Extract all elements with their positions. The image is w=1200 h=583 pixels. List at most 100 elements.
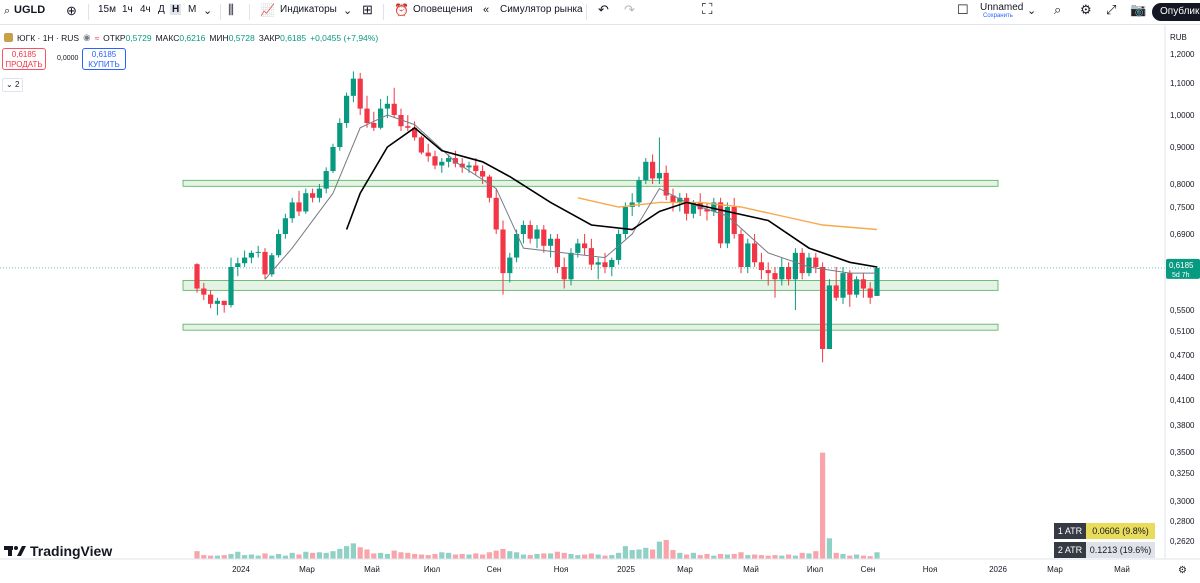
- candle-body[interactable]: [398, 115, 404, 127]
- candle-body[interactable]: [432, 156, 438, 166]
- candle-body[interactable]: [357, 78, 363, 109]
- candle-body[interactable]: [554, 238, 560, 267]
- candle-body[interactable]: [867, 288, 873, 298]
- candle-body[interactable]: [527, 225, 533, 239]
- candle-body[interactable]: [405, 126, 411, 128]
- candle-body[interactable]: [439, 161, 445, 166]
- candle-body[interactable]: [561, 267, 567, 280]
- candle-body[interactable]: [316, 188, 322, 198]
- candle-body[interactable]: [214, 300, 220, 304]
- candle-body[interactable]: [310, 193, 316, 198]
- candle-body[interactable]: [255, 251, 261, 253]
- candle-body[interactable]: [643, 161, 649, 181]
- candle-body[interactable]: [548, 238, 554, 246]
- candle-body[interactable]: [493, 197, 499, 230]
- candle-body[interactable]: [425, 152, 431, 157]
- candle-body[interactable]: [459, 163, 465, 168]
- candle-body[interactable]: [636, 180, 642, 203]
- fullscreen-icon[interactable]: ⛶: [702, 1, 713, 18]
- candle-body[interactable]: [792, 252, 798, 280]
- candle-body[interactable]: [677, 197, 683, 203]
- candle-body[interactable]: [806, 257, 812, 274]
- candle-body[interactable]: [738, 234, 744, 267]
- candle-body[interactable]: [718, 202, 724, 244]
- candle-body[interactable]: [690, 202, 696, 214]
- layouts-grid-icon[interactable]: ⊞: [362, 2, 373, 17]
- candle-body[interactable]: [616, 234, 622, 260]
- candle-body[interactable]: [833, 285, 839, 298]
- candle-body[interactable]: [248, 252, 254, 258]
- candle-body[interactable]: [276, 234, 282, 256]
- candle-body[interactable]: [242, 257, 248, 264]
- candle-body[interactable]: [575, 243, 581, 253]
- layout-name[interactable]: Unnamed: [980, 2, 1024, 13]
- candle-body[interactable]: [568, 252, 574, 280]
- candle-body[interactable]: [724, 207, 730, 244]
- candle-body[interactable]: [391, 103, 397, 115]
- candle-body[interactable]: [486, 176, 492, 198]
- interval-1h[interactable]: 1ч: [122, 4, 133, 15]
- symbol-name[interactable]: UGLD: [14, 4, 46, 16]
- candle-body[interactable]: [860, 279, 866, 289]
- candle-body[interactable]: [235, 263, 241, 267]
- candle-body[interactable]: [541, 229, 547, 246]
- undo-icon[interactable]: ↶: [598, 2, 609, 17]
- redo-icon[interactable]: ↷: [624, 2, 635, 17]
- layout-checkbox-icon[interactable]: ☐: [957, 2, 969, 17]
- candle-body[interactable]: [854, 279, 860, 295]
- candle-body[interactable]: [609, 259, 615, 267]
- sell-button[interactable]: 0,6185 ПРОДАТЬ: [2, 48, 46, 70]
- candle-body[interactable]: [820, 267, 826, 349]
- buy-button[interactable]: 0,6185 КУПИТЬ: [82, 48, 126, 70]
- candle-body[interactable]: [473, 165, 479, 172]
- candle-body[interactable]: [656, 172, 662, 179]
- candle-body[interactable]: [480, 171, 486, 177]
- candle-body[interactable]: [418, 137, 424, 153]
- search-icon[interactable]: ⌕: [4, 5, 11, 17]
- candle-body[interactable]: [514, 234, 520, 258]
- candle-body[interactable]: [758, 262, 764, 271]
- candle-body[interactable]: [779, 267, 785, 280]
- candles-icon[interactable]: ⫼: [228, 2, 234, 17]
- replay-button[interactable]: Симулятор рынка: [500, 4, 583, 15]
- eye-icon[interactable]: ◉: [83, 32, 91, 42]
- candle-body[interactable]: [364, 108, 370, 123]
- candle-body[interactable]: [731, 207, 737, 234]
- publish-button[interactable]: Опубликовать: [1152, 3, 1200, 21]
- candle-body[interactable]: [466, 165, 472, 168]
- replay-icon[interactable]: «: [483, 4, 490, 16]
- quick-search-icon[interactable]: ⌕: [1054, 2, 1062, 17]
- candle-body[interactable]: [765, 270, 771, 274]
- camera-icon[interactable]: 📷: [1130, 2, 1147, 17]
- candle-body[interactable]: [595, 262, 601, 265]
- candle-body[interactable]: [752, 243, 758, 263]
- candle-body[interactable]: [847, 273, 853, 295]
- candle-body[interactable]: [452, 158, 458, 164]
- chevron-down-icon[interactable]: ⌄: [203, 5, 213, 17]
- candle-body[interactable]: [344, 95, 350, 123]
- interval-4h[interactable]: 4ч: [140, 4, 151, 15]
- support-zone[interactable]: [182, 323, 999, 331]
- candle-body[interactable]: [520, 225, 526, 234]
- candle-body[interactable]: [201, 288, 207, 295]
- candle-body[interactable]: [269, 255, 275, 275]
- price-chart[interactable]: RUB 1,2000 1,1000 1,0000 0,9000 0,8000 0,7500 0…: [0, 24, 1200, 583]
- candle-body[interactable]: [371, 123, 377, 128]
- support-zone[interactable]: [182, 179, 999, 187]
- candle-body[interactable]: [622, 207, 628, 234]
- candle-body[interactable]: [840, 273, 846, 298]
- candle-body[interactable]: [650, 161, 656, 179]
- interval-m[interactable]: М: [188, 4, 197, 15]
- candle-body[interactable]: [330, 147, 336, 172]
- support-zone[interactable]: [182, 280, 999, 291]
- candle-body[interactable]: [704, 209, 710, 212]
- candle-body[interactable]: [289, 202, 295, 219]
- candle-body[interactable]: [745, 243, 751, 267]
- candle-body[interactable]: [384, 103, 390, 109]
- legend-title[interactable]: ЮГК · 1Н · RUS: [17, 32, 80, 43]
- candle-body[interactable]: [874, 267, 880, 296]
- interval-15m[interactable]: 15м: [98, 4, 116, 15]
- compare-plus-icon[interactable]: ⊕: [66, 3, 77, 18]
- candle-body[interactable]: [602, 262, 608, 267]
- candle-body[interactable]: [303, 193, 309, 212]
